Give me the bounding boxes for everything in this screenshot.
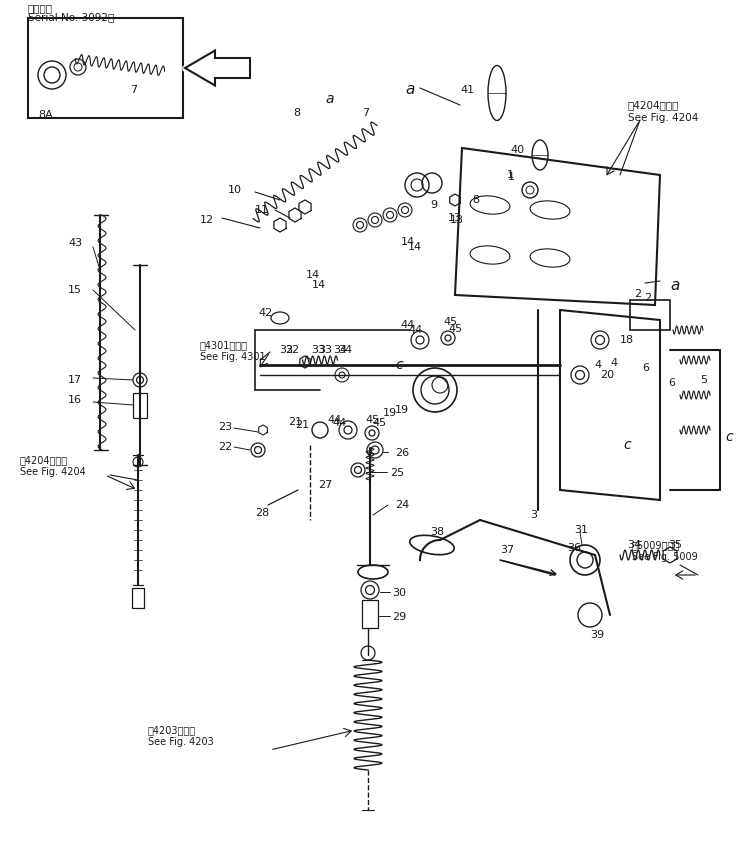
Bar <box>630 300 670 330</box>
Text: 29: 29 <box>392 612 406 622</box>
Bar <box>362 600 378 628</box>
Text: 12: 12 <box>200 215 214 225</box>
Text: a: a <box>670 278 679 293</box>
Text: Serial No. 3092～: Serial No. 3092～ <box>28 12 115 22</box>
Text: 21: 21 <box>295 420 309 430</box>
Text: 27: 27 <box>318 480 333 490</box>
Text: 第5009図参照: 第5009図参照 <box>632 540 680 550</box>
Text: 45: 45 <box>372 418 386 428</box>
Text: 7: 7 <box>362 108 369 118</box>
Text: 6: 6 <box>643 363 650 373</box>
Text: 44: 44 <box>401 320 415 330</box>
Text: 32: 32 <box>285 345 299 355</box>
Text: 45: 45 <box>448 324 462 334</box>
Text: 14: 14 <box>401 237 415 247</box>
Text: 7: 7 <box>130 85 137 95</box>
Text: See Fig. 4203: See Fig. 4203 <box>148 737 214 747</box>
FancyArrow shape <box>185 51 250 86</box>
Text: 44: 44 <box>328 415 342 425</box>
Text: 14: 14 <box>306 270 320 280</box>
Text: 10: 10 <box>228 185 242 195</box>
Text: 44: 44 <box>332 418 346 428</box>
Text: See Fig. 5009: See Fig. 5009 <box>632 552 698 562</box>
Text: 31: 31 <box>574 525 588 535</box>
Text: 第4203図参照: 第4203図参照 <box>148 725 196 735</box>
Text: 40: 40 <box>510 145 524 155</box>
Text: 34: 34 <box>333 345 347 355</box>
Bar <box>132 588 144 608</box>
Text: 第4204図参照: 第4204図参照 <box>20 455 68 465</box>
Text: 5: 5 <box>700 375 707 385</box>
Text: 通用号簿: 通用号簿 <box>28 3 53 13</box>
Text: 13: 13 <box>450 215 464 225</box>
Text: 第4301図参照: 第4301図参照 <box>200 340 248 350</box>
Text: 34: 34 <box>338 345 352 355</box>
Text: 第4204図参照: 第4204図参照 <box>628 100 679 110</box>
Text: 20: 20 <box>600 370 614 380</box>
Text: 25: 25 <box>390 468 404 478</box>
Text: 4: 4 <box>610 358 617 368</box>
Text: 19: 19 <box>383 408 397 418</box>
Text: a: a <box>405 82 414 97</box>
Text: 26: 26 <box>395 448 409 458</box>
Text: 17: 17 <box>68 375 82 385</box>
Text: 45: 45 <box>366 415 380 425</box>
Text: c: c <box>725 430 733 444</box>
Text: c: c <box>395 358 403 372</box>
Text: 37: 37 <box>500 545 514 555</box>
Text: 18: 18 <box>620 335 634 345</box>
Text: 14: 14 <box>312 280 326 290</box>
Text: 6: 6 <box>668 378 675 388</box>
Text: 39: 39 <box>590 630 604 640</box>
Text: See Fig. 4204: See Fig. 4204 <box>628 113 699 123</box>
Text: 4: 4 <box>594 360 602 370</box>
Text: 8A: 8A <box>38 110 53 120</box>
Text: 2: 2 <box>644 293 651 303</box>
Text: 19: 19 <box>395 405 409 415</box>
Bar <box>28 18 183 118</box>
Text: 33: 33 <box>311 345 325 355</box>
Text: 33: 33 <box>318 345 332 355</box>
Text: 9: 9 <box>430 200 437 210</box>
Text: 45: 45 <box>443 317 457 327</box>
Text: 21: 21 <box>288 417 302 427</box>
Text: 34: 34 <box>627 540 641 550</box>
Text: 22: 22 <box>218 442 232 452</box>
Text: 42: 42 <box>258 308 272 318</box>
Text: 38: 38 <box>430 527 444 537</box>
Bar <box>133 393 147 418</box>
Text: See Fig. 4301: See Fig. 4301 <box>200 352 266 362</box>
Text: 2: 2 <box>635 289 641 299</box>
Text: 15: 15 <box>68 285 82 295</box>
Text: 14: 14 <box>408 242 422 252</box>
Text: 36: 36 <box>567 543 581 553</box>
Text: 28: 28 <box>255 508 269 518</box>
Text: 3: 3 <box>530 510 537 520</box>
Text: 11: 11 <box>255 205 269 215</box>
Text: 16: 16 <box>68 395 82 405</box>
Text: 43: 43 <box>68 238 82 248</box>
Text: 30: 30 <box>392 588 406 598</box>
Text: 44: 44 <box>408 325 423 335</box>
Text: 41: 41 <box>460 85 474 95</box>
Text: 8: 8 <box>293 108 300 118</box>
Text: 32: 32 <box>279 345 293 355</box>
Text: 1: 1 <box>507 170 513 180</box>
Text: See Fig. 4204: See Fig. 4204 <box>20 467 86 477</box>
Text: 35: 35 <box>668 540 682 550</box>
Text: 1: 1 <box>508 172 515 182</box>
Text: 23: 23 <box>218 422 232 432</box>
Text: 13: 13 <box>448 213 462 223</box>
Text: 24: 24 <box>395 500 409 510</box>
Text: 8: 8 <box>472 195 479 205</box>
Text: a: a <box>325 92 333 106</box>
Text: c: c <box>623 438 631 452</box>
